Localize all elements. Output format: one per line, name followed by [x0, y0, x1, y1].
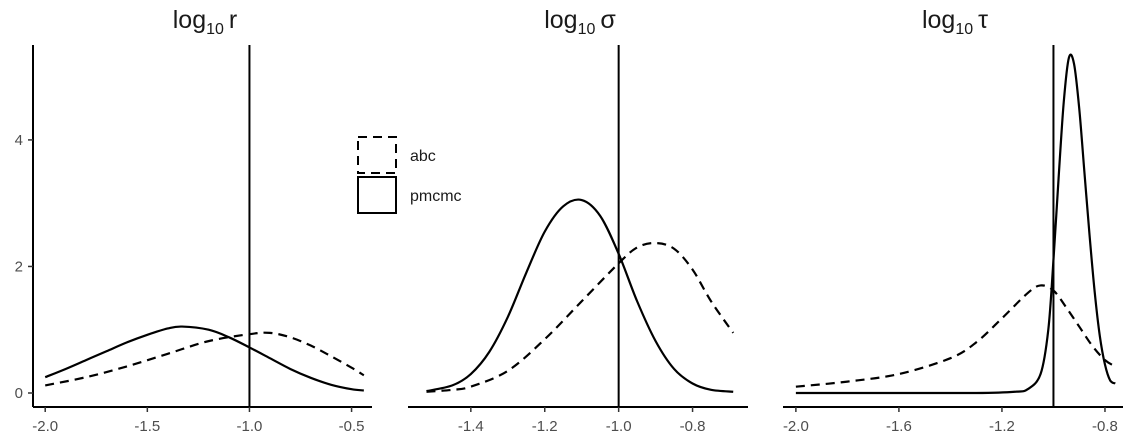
density-curve-pmcmc: [426, 198, 734, 393]
legend: abc pmcmc: [357, 136, 462, 214]
panel-title: log10 τ: [922, 6, 988, 38]
x-tick-label: -1.6: [886, 418, 912, 435]
density-curve-pmcmc: [795, 53, 1116, 395]
x-tick-label: -1.2: [989, 418, 1015, 435]
density-curve-pmcmc: [44, 325, 364, 392]
density-curve-abc: [795, 284, 1116, 388]
panel-log-sigma: log10 σ -1.4 -1.2 -1.0 -0.8: [408, 6, 748, 435]
y-tick-label: 4: [15, 132, 23, 149]
x-tick-label: -1.0: [237, 418, 263, 435]
x-tick-label: -1.2: [532, 418, 558, 435]
x-tick-label: -2.0: [32, 418, 58, 435]
x-tick-label: -1.0: [606, 418, 632, 435]
x-tick-label: -1.4: [458, 418, 484, 435]
y-tick-label: 2: [15, 258, 23, 275]
density-curve-abc: [44, 331, 365, 387]
density-curve-abc: [426, 241, 735, 393]
legend-key-abc: [357, 136, 397, 174]
panel-log-tau: log10 τ -2.0 -1.6 -1.2 -0.8: [783, 6, 1123, 435]
x-tick-label: -1.5: [134, 418, 160, 435]
x-tick-label: -0.8: [680, 418, 706, 435]
panel-title: log10 σ: [544, 6, 616, 38]
x-tick-label: -0.8: [1092, 418, 1118, 435]
legend-label-pmcmc: pmcmc: [410, 188, 462, 205]
x-tick-label: -2.0: [783, 418, 809, 435]
y-tick-label: 0: [15, 385, 23, 402]
legend-label-abc: abc: [410, 148, 436, 165]
panel-log-r: log10 r -2.0 -1.5 -1.0 -0.5 0 2 4: [15, 6, 372, 435]
panel-title: log10 r: [173, 6, 238, 38]
x-tick-label: -0.5: [339, 418, 365, 435]
legend-key-pmcmc: [357, 176, 397, 214]
